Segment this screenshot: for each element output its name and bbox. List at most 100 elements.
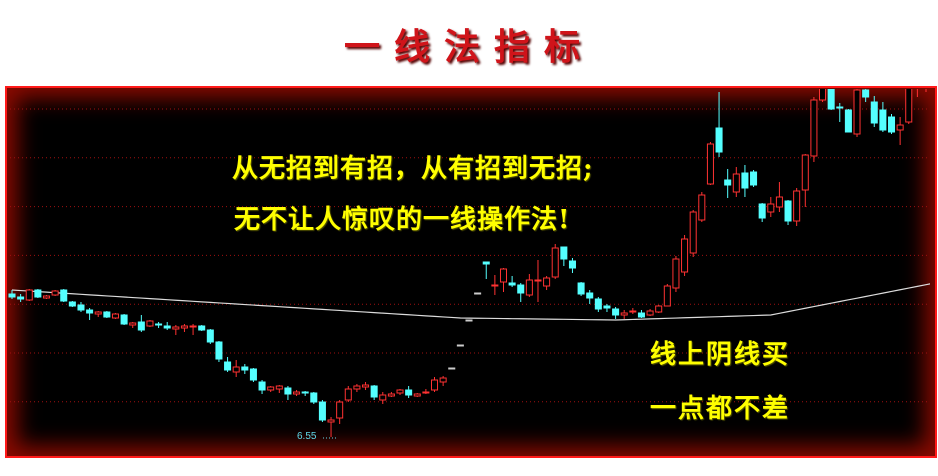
candle-body — [887, 116, 896, 133]
candle-body — [525, 279, 533, 296]
candle-body — [689, 211, 697, 254]
candle-body — [430, 379, 439, 391]
candle-body — [189, 325, 197, 328]
candle-body — [42, 295, 51, 299]
candle-body — [103, 311, 111, 318]
candle-up — [456, 344, 464, 347]
candle-up — [111, 313, 119, 319]
candle-down — [249, 368, 257, 382]
candle-up — [474, 292, 482, 295]
candle-body — [672, 258, 680, 289]
candle-up — [551, 244, 559, 279]
candle-down — [862, 89, 870, 102]
candle-up — [905, 89, 913, 124]
candle-down — [784, 200, 792, 225]
candle-body — [620, 312, 628, 316]
candle-body — [422, 391, 430, 394]
candle-body — [612, 308, 620, 316]
candle-down — [34, 289, 42, 298]
moving-average-line — [11, 283, 930, 321]
candle-down — [844, 109, 852, 133]
candle-body — [362, 384, 370, 388]
candle-down — [8, 290, 16, 299]
candle-down — [120, 314, 128, 325]
candle-body — [60, 289, 68, 302]
candle-up — [499, 268, 508, 292]
candle-body — [8, 293, 16, 298]
candle-body — [86, 309, 94, 314]
candle-body — [629, 310, 637, 313]
candle-body — [482, 261, 490, 265]
candle-body — [784, 200, 792, 222]
candle-body — [275, 385, 283, 390]
candle-body — [413, 393, 421, 397]
candle-body — [439, 377, 447, 383]
candle-up — [646, 309, 654, 316]
candle-body — [249, 368, 257, 381]
candle-body — [198, 325, 206, 331]
candle-body — [844, 109, 852, 133]
candle-up — [42, 295, 51, 299]
candle-body — [534, 279, 542, 282]
candle-body — [870, 101, 878, 124]
candle-down — [284, 386, 292, 400]
candle-down — [60, 289, 68, 302]
candle-up — [232, 360, 240, 377]
candle-down — [310, 392, 318, 404]
candle-down — [568, 258, 576, 273]
candle-body — [508, 282, 516, 286]
candle-up — [819, 89, 827, 102]
candle-down — [103, 311, 111, 318]
candle-down — [836, 103, 844, 122]
candle-up — [732, 167, 740, 197]
candle-body — [379, 394, 387, 401]
candle-body — [732, 173, 740, 193]
candle-down — [887, 114, 896, 134]
candle-down — [827, 89, 835, 110]
candle-up — [189, 324, 197, 335]
candle-body — [206, 329, 214, 343]
candle-up — [923, 86, 929, 92]
candle-down — [241, 364, 249, 374]
candle-up — [491, 275, 499, 295]
candle-down — [758, 203, 766, 222]
candle-body — [499, 268, 508, 283]
candle-up — [672, 256, 680, 292]
candle-down — [405, 386, 413, 398]
candle-body — [396, 389, 404, 394]
candle-body — [603, 305, 611, 309]
candle-body — [318, 401, 326, 421]
candle-up — [629, 308, 637, 314]
candle-body — [637, 312, 645, 318]
candle-down — [17, 294, 25, 302]
candle-up — [620, 310, 628, 319]
candle-down — [612, 307, 620, 319]
candle-body — [758, 203, 766, 219]
candle-up — [853, 89, 861, 137]
candle-up — [465, 319, 473, 322]
candle-down — [594, 297, 602, 312]
candle-body — [706, 143, 714, 185]
low-price-label: 6.55 — [297, 431, 317, 442]
candle-body — [353, 385, 361, 390]
candle-up — [663, 284, 671, 307]
candle-body — [224, 361, 232, 371]
candle-body — [241, 366, 249, 371]
candle-body — [663, 285, 671, 307]
candle-body — [172, 326, 180, 330]
candle-body — [810, 99, 818, 157]
candle-body — [215, 341, 223, 360]
candle-body — [146, 320, 154, 327]
candle-body — [836, 106, 844, 109]
candle-up — [362, 382, 370, 390]
candle-down — [741, 165, 749, 197]
candle-up — [543, 276, 551, 290]
candle-up — [353, 384, 361, 392]
candle-down — [879, 102, 887, 132]
candle-body — [923, 86, 929, 87]
candle-body — [905, 89, 913, 123]
candle-up — [439, 376, 447, 386]
candle-body — [914, 87, 920, 88]
candle-down — [198, 325, 206, 331]
candle-down — [508, 276, 516, 287]
